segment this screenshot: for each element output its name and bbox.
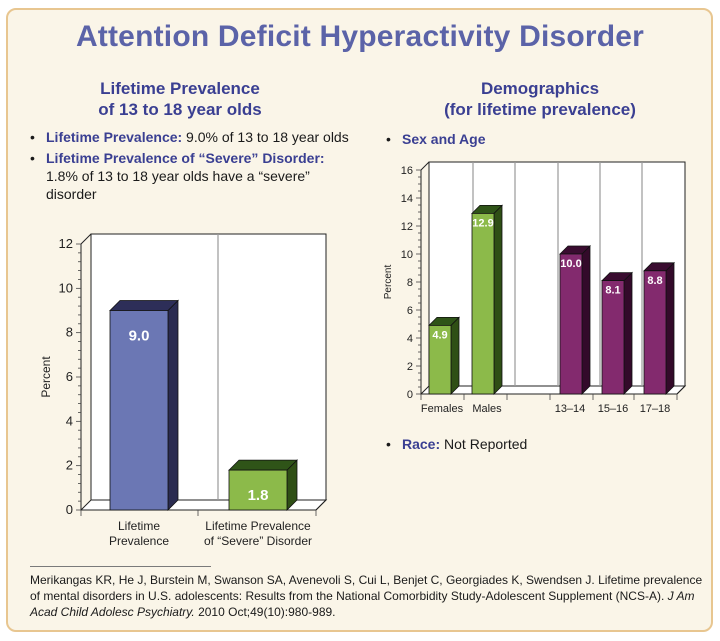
y-axis-top-edge [80,233,92,245]
bar-side [623,271,633,395]
y-tick-label: 4 [66,413,73,428]
x-category-label: 15–16 [598,403,629,415]
y-tick-label: 2 [66,458,73,473]
y-tick-label: 12 [59,236,73,251]
left-heading-line1: Lifetime Prevalence [100,79,260,98]
y-tick-label: 6 [407,305,413,317]
y-tick-label: 14 [401,193,413,205]
bullet-severe-prevalence: • Lifetime Prevalence of “Severe” Disord… [30,149,350,203]
y-axis-label: Percent [39,356,53,398]
reference-title: Lifetime prevalence of mental disorders … [30,573,703,603]
bar-value-label: 8.1 [605,285,620,297]
bar-side [581,245,591,395]
bar-value-label: 12.9 [472,217,493,229]
x-category-label: Lifetime [118,519,160,533]
bullet-keyword: Sex and Age [402,131,486,147]
reference-divider [30,566,211,567]
sex-age-bullet: • Sex and Age [386,130,686,151]
bar-value-label: 8.8 [647,275,662,287]
y-tick-label: 12 [401,221,413,233]
bar-side [493,204,503,395]
y-tick-label: 10 [401,249,413,261]
bullet-text: Not Reported [440,436,528,452]
left-heading: Lifetime Prevalence of 13 to 18 year old… [30,78,330,120]
bullet-keyword: Race: [402,436,441,452]
x-axis-right-edge [676,385,686,395]
y-axis-label: Percent [383,265,394,300]
x-category-label: 17–18 [640,403,671,415]
x-category-label: of “Severe” Disorder [204,534,312,548]
y-tick-label: 0 [66,502,73,517]
left-heading-line2: of 13 to 18 year olds [98,100,262,119]
y-tick-label: 8 [407,277,413,289]
bar-value-label: 1.8 [248,487,269,504]
y-tick-label: 0 [407,389,413,401]
bullet-icon: • [30,129,35,145]
bar-value-label: 9.0 [129,328,150,345]
bullet-icon: • [30,150,35,166]
bullet-icon: • [386,131,391,147]
bullet-lifetime-prevalence: • Lifetime Prevalence: 9.0% of 13 to 18 … [30,128,350,146]
page-title: Attention Deficit Hyperactivity Disorder [75,20,645,53]
y-tick-label: 6 [66,369,73,384]
y-tick-label: 4 [407,333,413,345]
bar [601,280,625,395]
x-category-label: Males [472,403,502,415]
left-bullet-list: • Lifetime Prevalence: 9.0% of 13 to 18 … [30,128,350,206]
right-heading-line2: (for lifetime prevalence) [444,100,636,119]
x-category-label: Lifetime Prevalence [205,519,311,533]
bar [559,253,583,395]
bullet-keyword: Lifetime Prevalence: [46,129,183,145]
right-heading: Demographics (for lifetime prevalence) [390,78,690,120]
reference-details: 2010 Oct;49(10):980-989. [194,605,336,619]
bar-side [450,316,460,395]
y-tick-label: 2 [407,361,413,373]
bullet-text: 1.8% of 13 to 18 year olds have a “sever… [46,168,310,202]
y-tick-label: 16 [401,165,413,177]
bar-side [665,261,675,395]
reference-journal: J Am Acad Child Adolesc Psychiatry. [30,589,695,619]
bar [109,310,169,511]
bullet-text: 9.0% of 13 to 18 year olds [182,129,349,145]
bar [428,324,452,395]
race-bullet: • Race: Not Reported [386,435,686,456]
bar [643,270,667,395]
reference-citation: Merikangas KR, He J, Burstein M, Swanson… [30,572,710,620]
right-heading-line1: Demographics [480,79,600,98]
bullet-keyword: Lifetime Prevalence of “Severe” Disorder… [46,150,325,166]
y-tick-label: 10 [59,280,73,295]
y-axis-top-edge [420,161,430,171]
bar-value-label: 10.0 [560,258,581,270]
x-axis-right-edge [315,499,327,511]
bar [228,469,288,511]
x-category-label: 13–14 [555,403,586,415]
x-category-label: Females [421,403,464,415]
reference-authors: Merikangas KR, He J, Burstein M, Swanson… [30,573,595,587]
bar-value-label: 4.9 [432,329,447,341]
bullet-icon: • [386,436,391,452]
y-tick-label: 8 [66,325,73,340]
bar [471,212,495,395]
x-category-label: Prevalence [109,534,169,548]
